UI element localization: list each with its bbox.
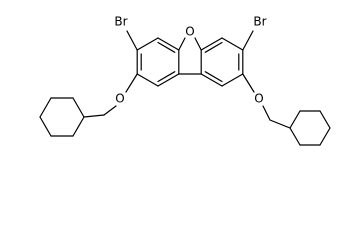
atom-label: O [254, 92, 263, 106]
atom-label: Br [253, 15, 266, 29]
atom-labels: Br O Br O O [114, 15, 266, 106]
atom-label: Br [114, 15, 127, 29]
atom-label: O [115, 92, 124, 106]
atom-label: O [185, 25, 194, 39]
structure-diagram: Br O Br O O [39, 15, 331, 146]
bonds [39, 30, 331, 146]
